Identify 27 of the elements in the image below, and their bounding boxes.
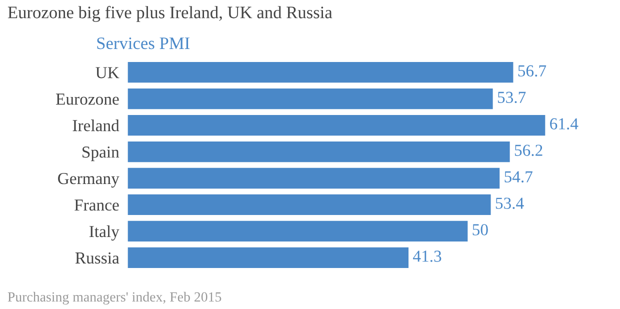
data-label: 56.7 xyxy=(518,65,546,77)
data-label: 41.3 xyxy=(413,250,442,262)
bar xyxy=(128,220,468,242)
data-label: 61.4 xyxy=(550,118,578,130)
data-label: 56.2 xyxy=(514,144,542,156)
data-label: 50 xyxy=(472,224,488,236)
data-label: 54.7 xyxy=(504,171,532,182)
y-tick-label: Russia xyxy=(75,252,120,264)
bar xyxy=(128,194,491,216)
bar xyxy=(128,62,514,83)
text: Purchasing managers' index, Feb 2015 xyxy=(8,292,222,304)
y-tick-label: Spain xyxy=(82,146,120,162)
y-tick-label: Ireland xyxy=(72,120,120,132)
y-tick-label: UK xyxy=(96,67,120,78)
y-tick-label: France xyxy=(74,200,119,211)
y-tick-label: Eurozone xyxy=(56,94,119,105)
chart-subtitle: Services PMI xyxy=(97,37,190,50)
data-label: 53.7 xyxy=(498,92,526,104)
bar xyxy=(128,88,493,110)
bar xyxy=(128,141,510,162)
y-tick-label: Germany xyxy=(58,172,120,188)
data-label: 53.4 xyxy=(496,198,524,209)
y-tick-label: Italy xyxy=(89,225,120,241)
bar xyxy=(128,114,546,136)
chart-title: Eurozone big five plus Ireland, UK and Russia xyxy=(8,6,332,22)
bar xyxy=(128,168,500,189)
bar xyxy=(128,247,409,268)
